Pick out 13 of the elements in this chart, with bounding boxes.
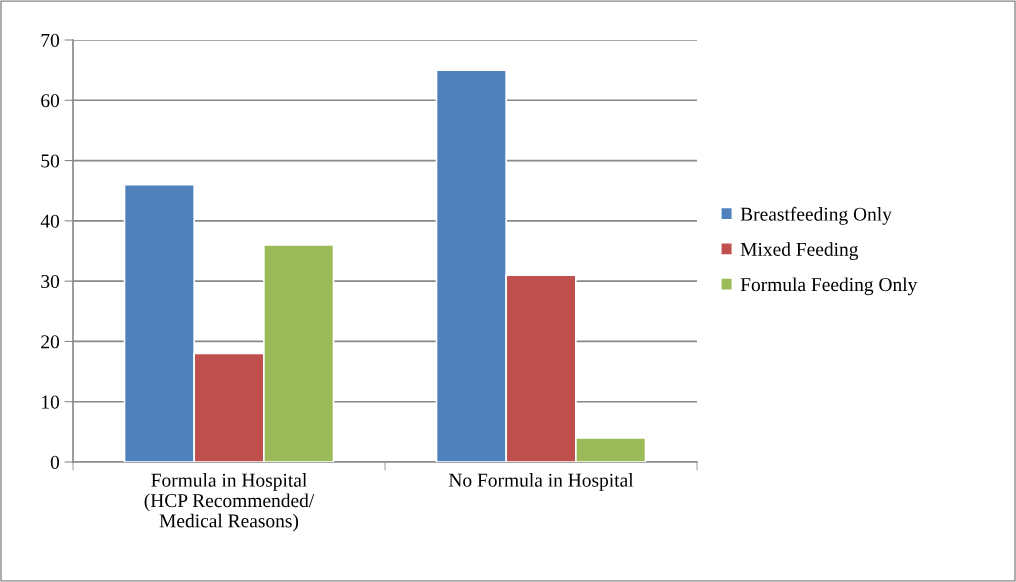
y-tick-label: 0 xyxy=(50,455,60,469)
x-tick-label: Formula in Hospital (HCP Recommended/ Medical Reasons) xyxy=(144,473,315,532)
x-tick-label: No Formula in Hospital xyxy=(448,473,634,491)
y-tick-label: 10 xyxy=(42,395,60,409)
y-tick-label: 20 xyxy=(41,335,60,349)
legend-label: Formula Feeding Only xyxy=(740,277,918,296)
y-tick-label: 30 xyxy=(41,274,60,289)
legend-label: Mixed Feeding xyxy=(740,242,859,260)
y-tick-label: 60 xyxy=(41,94,60,108)
y-tick-label: 50 xyxy=(41,154,60,168)
y-tick-label: 40 xyxy=(40,214,60,228)
y-tick-label: 70 xyxy=(41,33,60,47)
legend-label: Breastfeeding Only xyxy=(740,206,892,225)
